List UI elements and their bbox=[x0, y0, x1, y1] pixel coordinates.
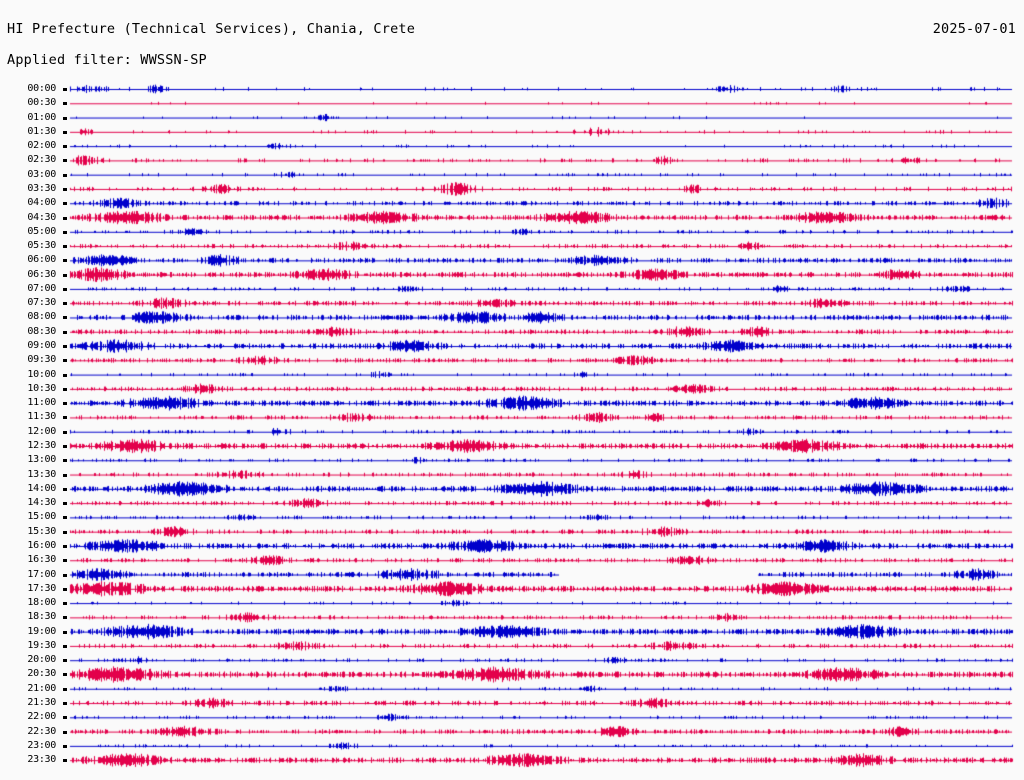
helicorder-plot: HI Prefecture (Technical Services), Chan… bbox=[0, 0, 1024, 780]
seismogram-traces-canvas bbox=[0, 0, 1024, 780]
